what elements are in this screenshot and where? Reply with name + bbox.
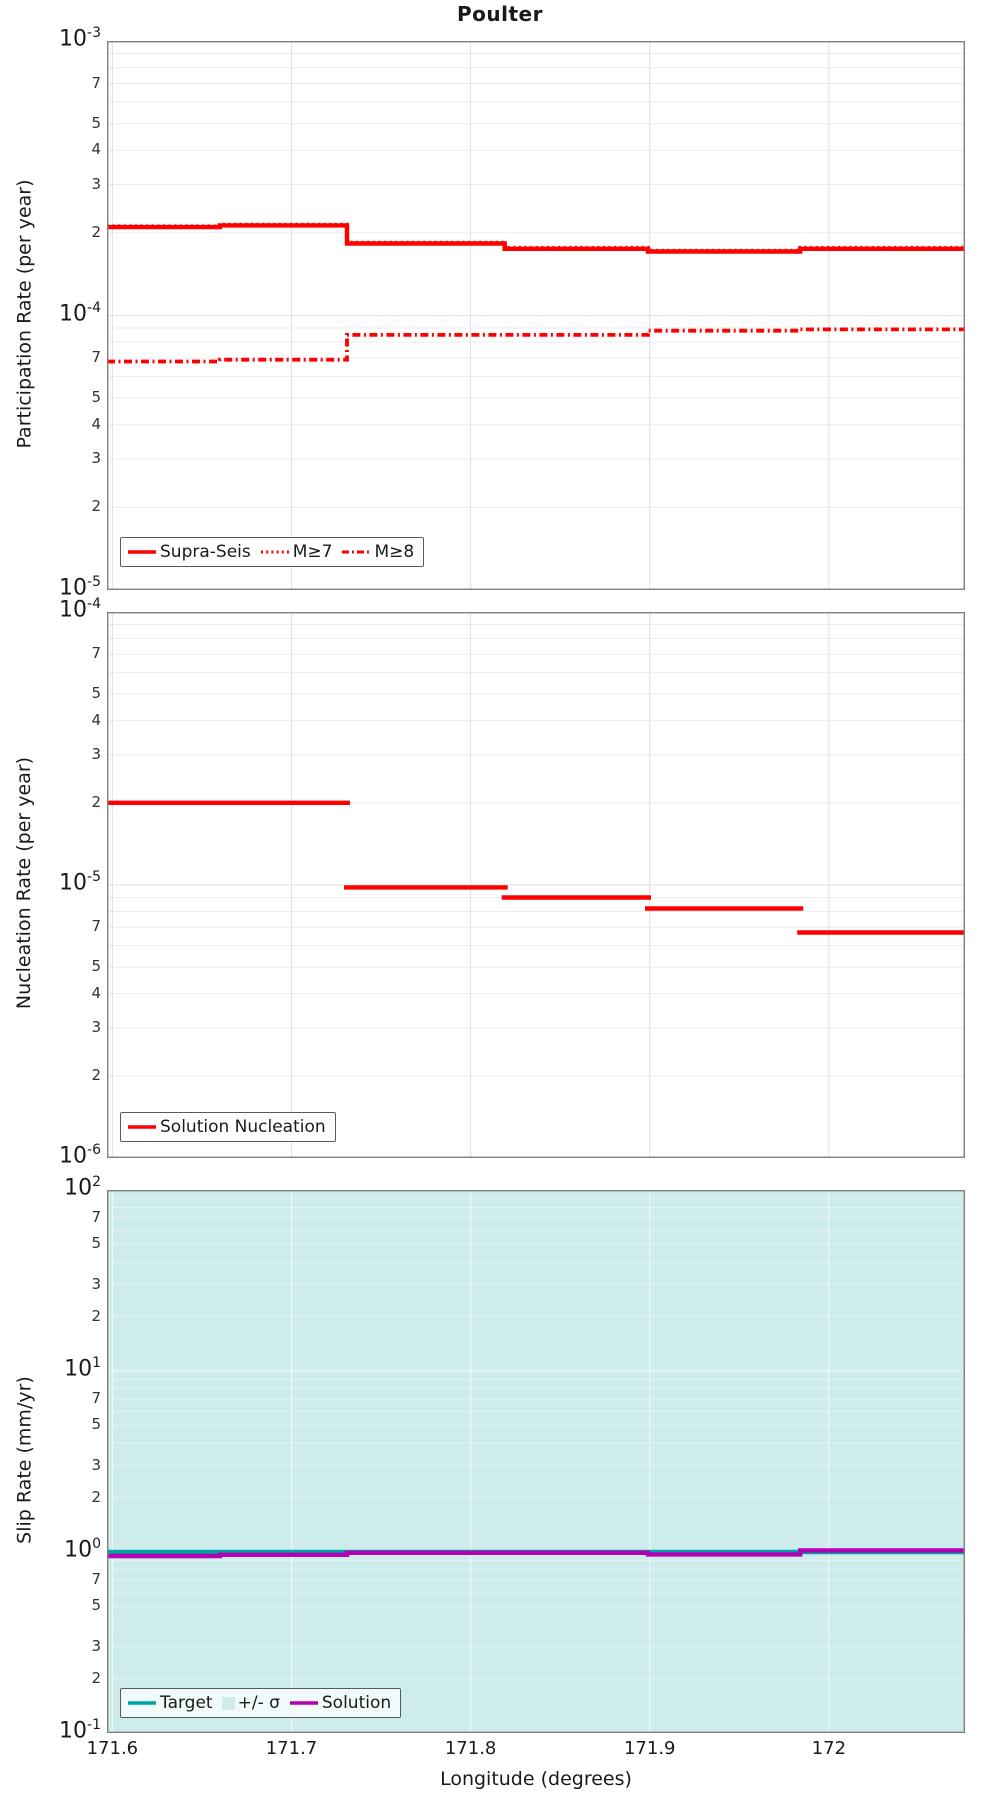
y-tick-label-minor: 4 <box>91 983 101 1002</box>
y-tick-label-minor: 2 <box>91 222 101 241</box>
legend-label-sigma: +/- σ <box>237 1693 280 1713</box>
legend-label-m7: M≥7 <box>292 542 333 562</box>
y-tick-label-minor: 3 <box>91 744 101 763</box>
supra-seis-line-swatch <box>128 550 156 554</box>
y-tick-label-minor: 7 <box>91 348 101 367</box>
y-tick-label-minor: 5 <box>91 1234 101 1253</box>
legend-item-target: Target <box>127 1693 213 1713</box>
slip-rate-panel <box>107 1190 965 1733</box>
y-tick-label-minor: 3 <box>91 174 101 193</box>
y-tick-label-major: 10-4 <box>59 299 101 326</box>
y-tick-label-major: 10-5 <box>59 869 101 896</box>
m7-dotted-line-swatch <box>260 550 289 554</box>
y-tick-label-minor: 2 <box>91 1065 101 1084</box>
y-tick-label-minor: 4 <box>91 414 101 433</box>
y-tick-label-minor: 4 <box>91 710 101 729</box>
y-tick-label-minor: 3 <box>91 1274 101 1293</box>
y-tick-label-minor: 5 <box>91 684 101 703</box>
y-tick-label-minor: 5 <box>91 1415 101 1434</box>
legend-label-supra-seis: Supra-Seis <box>160 542 251 562</box>
legend-nucleation: Solution Nucleation <box>120 1112 336 1142</box>
y-tick-label-minor: 5 <box>91 1596 101 1615</box>
y-tick-label-major: 10-6 <box>59 1142 101 1169</box>
x-tick-label: 171.7 <box>265 1738 318 1759</box>
x-tick-label: 171.6 <box>86 1738 139 1759</box>
y-tick-label-minor: 7 <box>91 73 101 92</box>
x-axis-label: Longitude (degrees) <box>440 1768 632 1790</box>
y-tick-label-minor: 2 <box>91 1487 101 1506</box>
panel-border <box>107 1190 965 1733</box>
legend-label-target: Target <box>160 1693 213 1713</box>
y-tick-label-minor: 3 <box>91 449 101 468</box>
solution-line-swatch <box>289 1701 318 1705</box>
y-tick-label-minor: 7 <box>91 1208 101 1227</box>
y-tick-label-minor: 3 <box>91 1455 101 1474</box>
legend-participation: Supra-Seis M≥7 M≥8 <box>120 537 425 567</box>
legend-label-m8: M≥8 <box>374 542 415 562</box>
y-tick-label-major: 10-3 <box>59 25 101 52</box>
y-tick-label-major: 101 <box>64 1355 101 1382</box>
y-tick-label-minor: 2 <box>91 1668 101 1687</box>
panel-border <box>107 41 965 590</box>
y-tick-label-major: 10-5 <box>59 574 101 601</box>
y-tick-label-minor: 2 <box>91 497 101 516</box>
x-tick-label: 171.8 <box>444 1738 497 1759</box>
solution-nucleation-line-swatch <box>128 1125 156 1129</box>
legend-slip-rate: Target +/- σ Solution <box>120 1688 402 1718</box>
nucleation-rate-panel <box>107 612 965 1158</box>
y-tick-label-minor: 3 <box>91 1636 101 1655</box>
participation-rate-panel <box>107 41 965 590</box>
y-tick-label-minor: 2 <box>91 1306 101 1325</box>
y-tick-label-minor: 7 <box>91 917 101 936</box>
y-tick-label-minor: 2 <box>91 792 101 811</box>
y-tick-label-minor: 4 <box>91 140 101 159</box>
y-tick-label-minor: 3 <box>91 1017 101 1036</box>
series-line-m-8 <box>107 327 965 364</box>
y-tick-label-minor: 7 <box>91 644 101 663</box>
panel-border <box>107 612 965 1158</box>
legend-item-m7: M≥7 <box>260 542 333 562</box>
m8-dashdot-line-swatch <box>342 550 371 554</box>
sigma-band-swatch <box>221 1696 235 1710</box>
legend-item-sigma-band: +/- σ <box>221 1693 280 1713</box>
legend-item-supra-seis: Supra-Seis <box>127 542 251 562</box>
legend-item-solution: Solution <box>289 1693 391 1713</box>
legend-label-solution-nucleation: Solution Nucleation <box>160 1117 326 1137</box>
legend-label-solution: Solution <box>321 1693 392 1713</box>
y-tick-label-major: 100 <box>64 1536 101 1563</box>
target-line-swatch <box>128 1701 156 1705</box>
figure-title: Poulter <box>457 2 543 26</box>
y-tick-label-minor: 7 <box>91 1389 101 1408</box>
y-tick-label-minor: 5 <box>91 388 101 407</box>
y-tick-label-minor: 5 <box>91 113 101 132</box>
x-tick-label: 171.9 <box>623 1738 676 1759</box>
legend-item-solution-nucleation: Solution Nucleation <box>127 1117 326 1137</box>
series-line-solution <box>107 1548 965 1559</box>
sigma-band-fill <box>107 1190 965 1733</box>
x-tick-label: 172 <box>811 1738 847 1759</box>
legend-item-m8: M≥8 <box>341 542 414 562</box>
y-tick-label-minor: 7 <box>91 1570 101 1589</box>
y-tick-label-major: 10-4 <box>59 596 101 623</box>
series-line-solution-nucleation <box>107 800 965 935</box>
series-line-m-7 <box>107 222 965 252</box>
y-tick-label-minor: 5 <box>91 957 101 976</box>
y-tick-label-major: 102 <box>64 1174 101 1201</box>
y-tick-label-major: 10-1 <box>59 1717 101 1744</box>
